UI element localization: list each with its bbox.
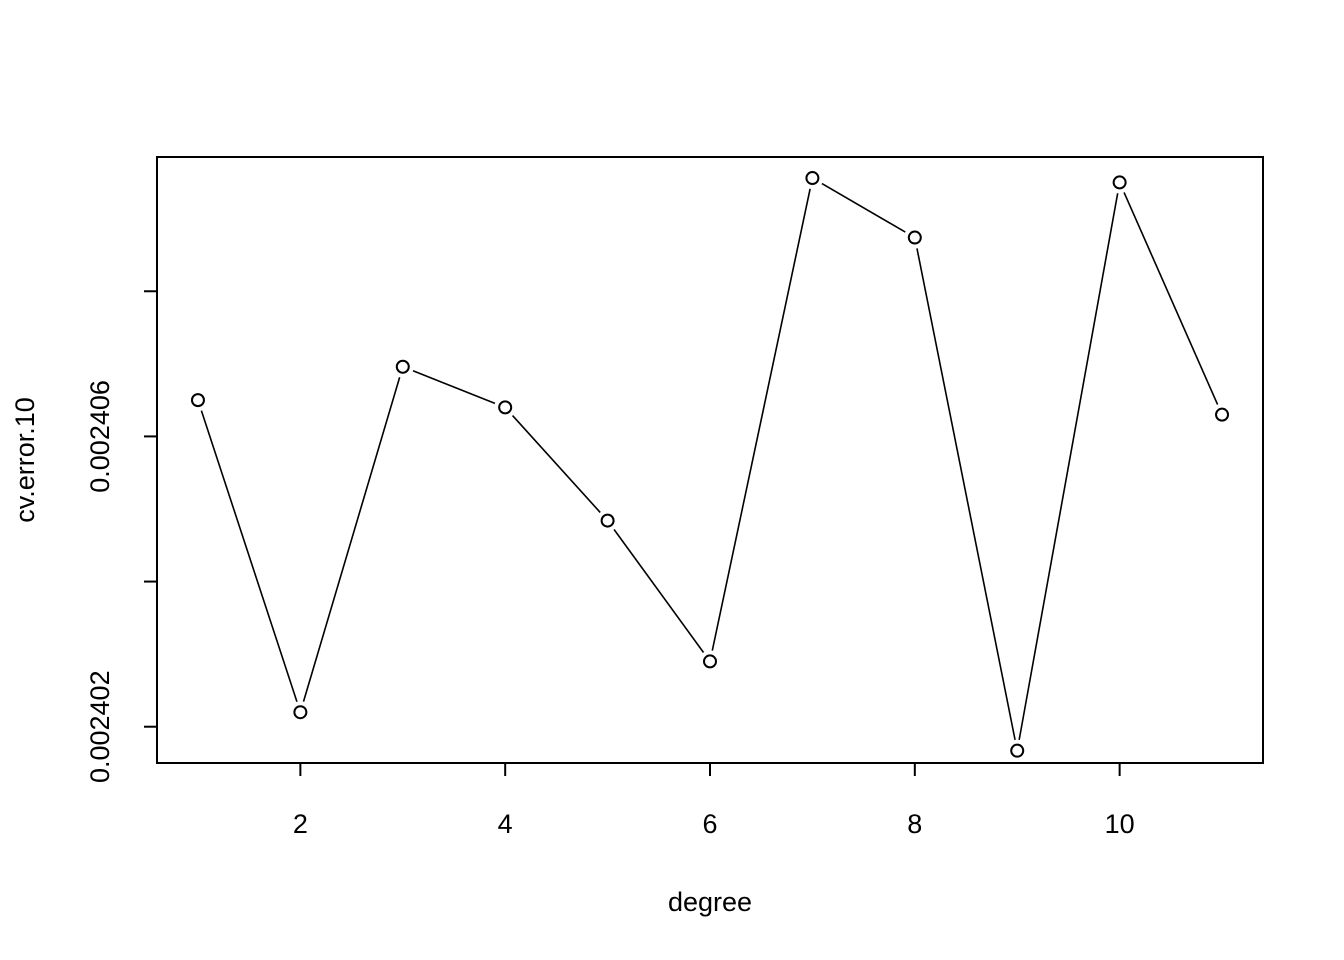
data-point (190, 393, 205, 408)
series-segment (711, 188, 811, 651)
series-segment (1123, 192, 1219, 405)
x-axis: 2 4 6 8 10 (293, 762, 1135, 839)
data-point (395, 359, 410, 374)
data-point (1112, 175, 1127, 190)
y-axis: 0.002402 0.002406 (85, 290, 158, 783)
x-axis-label: degree (668, 887, 752, 917)
data-point (703, 654, 717, 669)
series-line (200, 182, 1219, 741)
data-point (1215, 407, 1230, 422)
series-segment (916, 248, 1016, 741)
data-point (498, 400, 513, 415)
x-tick-label: 2 (293, 809, 308, 839)
x-tick-label: 4 (498, 809, 513, 839)
series-segment (1018, 193, 1119, 740)
series-segment (821, 182, 906, 233)
y-tick-label: 0.002406 (85, 380, 115, 493)
data-point (1010, 743, 1025, 758)
x-tick-label: 10 (1105, 809, 1135, 839)
series-segment (200, 410, 298, 702)
plot-frame (156, 156, 1264, 764)
series-segment (412, 370, 496, 405)
x-tick-label: 6 (702, 809, 717, 839)
series-segment (302, 377, 401, 702)
x-tick-label: 8 (907, 809, 922, 839)
series-segment (511, 415, 601, 513)
data-point (293, 705, 308, 720)
series-segment (613, 529, 705, 653)
data-point (907, 230, 922, 245)
y-axis-label: cv.error.10 (10, 397, 40, 523)
series-points (190, 171, 1230, 758)
y-tick-label: 0.002402 (85, 670, 115, 783)
data-point (600, 513, 615, 528)
data-point (805, 171, 820, 186)
